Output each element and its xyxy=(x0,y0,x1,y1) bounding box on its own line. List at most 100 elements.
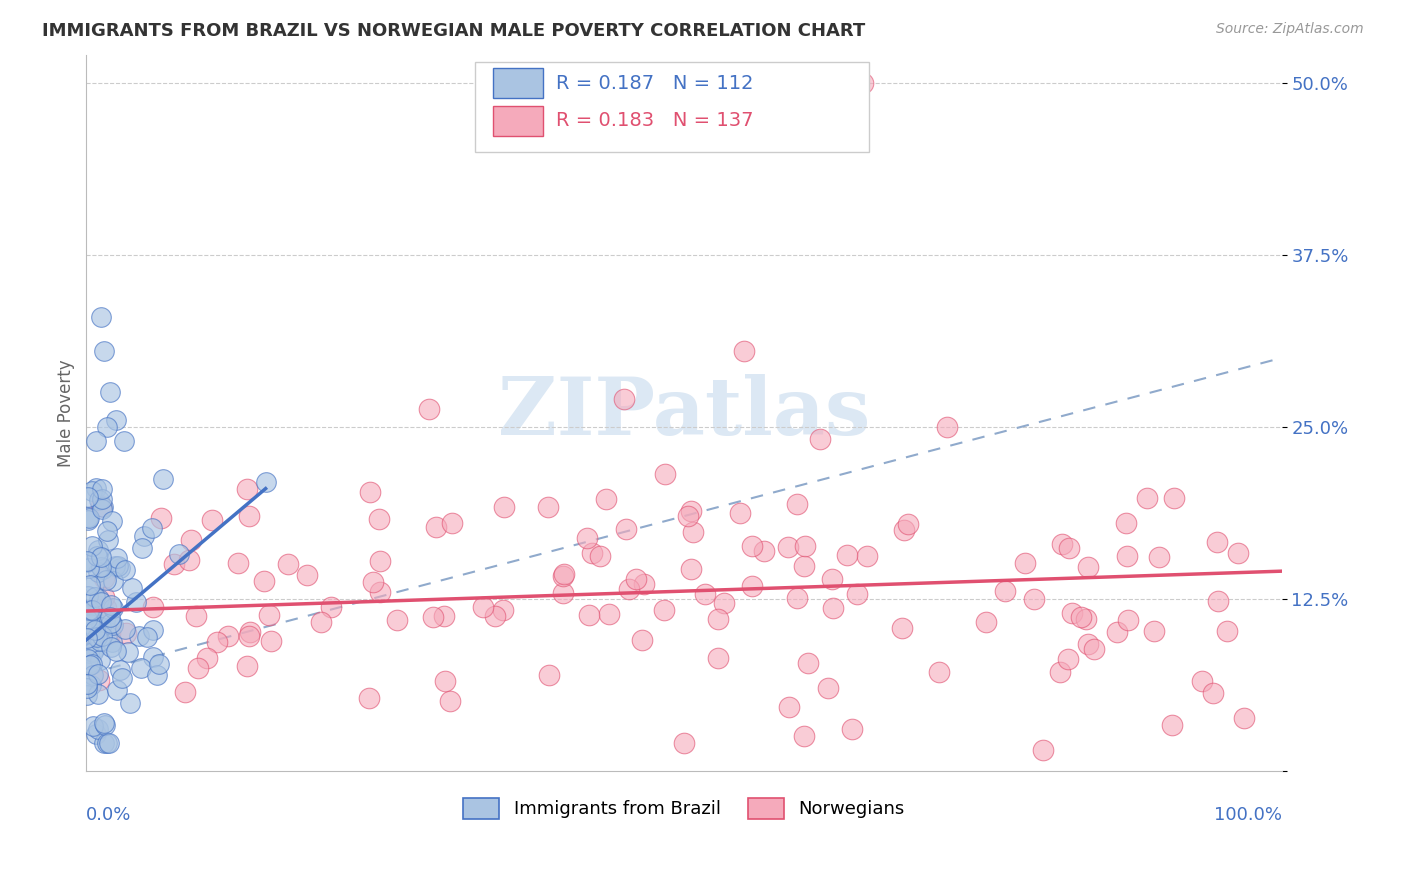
Point xyxy=(89,591,111,606)
Point xyxy=(96,628,118,642)
Point xyxy=(891,621,914,635)
Point xyxy=(786,591,808,605)
Point xyxy=(238,508,260,523)
Point xyxy=(87,599,110,613)
Point xyxy=(142,599,165,614)
Point xyxy=(1116,613,1139,627)
Point xyxy=(101,634,124,648)
Point xyxy=(76,554,98,568)
Point xyxy=(187,661,209,675)
Point xyxy=(108,561,131,575)
Point xyxy=(695,587,717,601)
Text: 0.0%: 0.0% xyxy=(86,806,132,824)
Point xyxy=(84,482,107,496)
Point xyxy=(90,310,112,324)
Point xyxy=(76,513,98,527)
Point xyxy=(1022,591,1045,606)
Point xyxy=(205,635,228,649)
Point xyxy=(1191,673,1213,688)
Point xyxy=(90,502,112,516)
Point xyxy=(100,640,122,655)
Point xyxy=(537,668,560,682)
Point xyxy=(83,623,105,637)
Point xyxy=(796,656,818,670)
Point xyxy=(1050,537,1073,551)
Point xyxy=(1074,612,1097,626)
Point xyxy=(76,688,98,702)
Point xyxy=(1163,491,1185,505)
Point xyxy=(142,623,165,637)
Point xyxy=(855,549,877,564)
Point xyxy=(837,548,859,562)
Point xyxy=(201,512,224,526)
Text: IMMIGRANTS FROM BRAZIL VS NORWEGIAN MALE POVERTY CORRELATION CHART: IMMIGRANTS FROM BRAZIL VS NORWEGIAN MALE… xyxy=(42,22,866,40)
Point xyxy=(619,582,641,596)
Point xyxy=(893,523,915,537)
Point xyxy=(368,554,391,568)
Point xyxy=(76,681,98,695)
Point xyxy=(79,511,101,525)
Point xyxy=(1049,665,1071,679)
Point xyxy=(472,599,495,614)
Point xyxy=(76,631,98,645)
Point xyxy=(141,521,163,535)
Point xyxy=(260,633,283,648)
Point xyxy=(152,472,174,486)
Point xyxy=(163,557,186,571)
Point xyxy=(83,641,105,656)
Point xyxy=(439,694,461,708)
Point xyxy=(1136,491,1159,506)
Point xyxy=(87,687,110,701)
Point xyxy=(84,590,107,604)
Point xyxy=(114,626,136,640)
Point xyxy=(105,413,128,427)
Text: R = 0.187   N = 112: R = 0.187 N = 112 xyxy=(557,73,754,93)
Point xyxy=(1233,711,1256,725)
Point xyxy=(1116,549,1139,564)
Point xyxy=(794,539,817,553)
Point xyxy=(76,677,98,691)
Point xyxy=(107,559,129,574)
Point xyxy=(105,550,128,565)
Point xyxy=(96,524,118,539)
Point xyxy=(131,541,153,555)
Point xyxy=(1077,560,1099,574)
Point xyxy=(1216,624,1239,638)
Point xyxy=(1107,624,1129,639)
Point xyxy=(319,599,342,614)
Point xyxy=(367,512,389,526)
Text: Source: ZipAtlas.com: Source: ZipAtlas.com xyxy=(1216,22,1364,37)
Point xyxy=(633,577,655,591)
Point xyxy=(1070,610,1092,624)
Point xyxy=(180,533,202,548)
Point xyxy=(79,617,101,632)
Point xyxy=(928,665,950,679)
Point xyxy=(111,671,134,685)
Point xyxy=(226,557,249,571)
Point xyxy=(733,343,755,358)
Point xyxy=(101,514,124,528)
Point xyxy=(114,563,136,577)
Point xyxy=(98,626,121,640)
Point xyxy=(91,491,114,506)
Point xyxy=(90,550,112,565)
Point xyxy=(93,571,115,585)
Point xyxy=(578,608,600,623)
Bar xyxy=(492,106,543,136)
Point xyxy=(91,500,114,515)
Point xyxy=(135,630,157,644)
Point xyxy=(80,607,103,621)
Point xyxy=(177,553,200,567)
Point xyxy=(97,533,120,547)
Point xyxy=(551,586,574,600)
Point xyxy=(253,574,276,588)
Text: ZIPatlas: ZIPatlas xyxy=(498,374,870,452)
Point xyxy=(993,583,1015,598)
Point xyxy=(652,603,675,617)
Point xyxy=(91,482,114,496)
Point xyxy=(76,677,98,691)
Point xyxy=(93,715,115,730)
Point xyxy=(1143,624,1166,638)
Point xyxy=(76,612,98,626)
Point xyxy=(80,657,103,671)
